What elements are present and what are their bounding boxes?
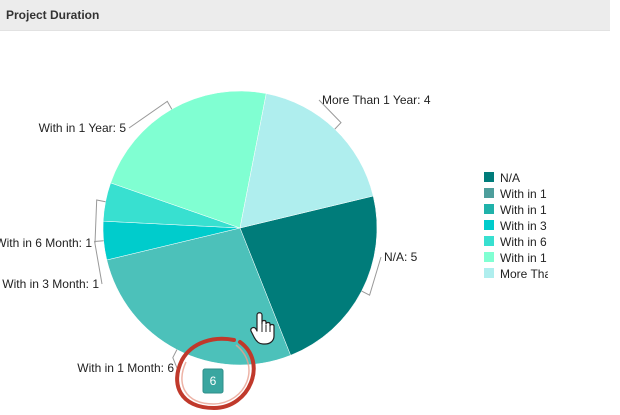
label-connector-with-in-1-month — [172, 349, 178, 369]
legend-item[interactable]: N/A — [500, 171, 520, 185]
chart-title: Project Duration — [6, 8, 100, 22]
legend-item[interactable]: With in 1 — [500, 203, 547, 217]
legend: N/A With in 1 With in 1 With in 3 With in 6 W… — [484, 171, 551, 281]
legend-swatch — [484, 172, 494, 182]
pie-slice-with-in-1-month[interactable] — [106, 227, 291, 366]
legend-item[interactable]: With in 3 — [500, 219, 547, 233]
legend-item[interactable]: More Tha — [500, 267, 551, 281]
data-label-with-in-3-month: With in 3 Month: 1 — [2, 277, 99, 291]
tooltip-box — [202, 368, 224, 394]
data-label-with-in-6-month: With in 6 Month: 1 — [0, 236, 92, 250]
tooltip: 6 — [202, 368, 224, 394]
tooltip-value: 6 — [210, 374, 217, 388]
highlight-circle-inner — [181, 344, 250, 405]
legend-item[interactable]: With in 1 — [500, 187, 547, 201]
label-connector-n-a — [361, 256, 382, 296]
highlight-circle — [175, 336, 256, 411]
chart-header: Project Duration — [0, 0, 610, 31]
legend-swatch — [484, 236, 494, 246]
legend-swatch — [484, 252, 494, 262]
label-connector-more-than-1-year — [318, 99, 342, 130]
data-label-more-than-1-year: More Than 1 Year: 4 — [322, 93, 431, 107]
hand-cursor-icon — [250, 312, 275, 345]
legend-item[interactable]: With in 1 — [500, 251, 547, 265]
label-connector-with-in-6-month — [94, 199, 106, 244]
pie-slice-with-in-1-year[interactable] — [110, 90, 267, 229]
legend-swatch — [484, 220, 494, 230]
pie-slice-n-a[interactable] — [239, 195, 378, 356]
pie-slice-more-than-1-year[interactable] — [239, 93, 374, 229]
legend-item[interactable]: With in 6 — [500, 235, 547, 249]
legend-swatch — [484, 268, 494, 278]
legend-swatch — [484, 204, 494, 214]
data-label-with-in-1-year: With in 1 Year: 5 — [39, 121, 127, 135]
data-label-n-a: N/A: 5 — [384, 250, 418, 264]
data-label-with-in-1-month: With in 1 Month: 6 — [77, 361, 174, 375]
label-connector-with-in-1-year — [128, 100, 173, 129]
legend-swatch — [484, 188, 494, 198]
